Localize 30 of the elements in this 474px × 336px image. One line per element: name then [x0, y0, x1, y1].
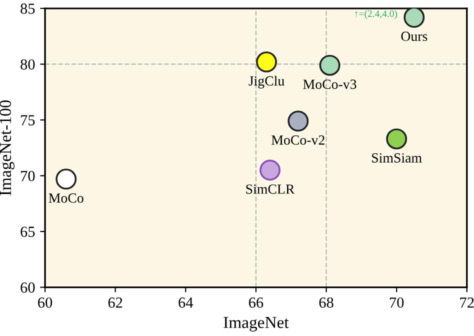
point — [260, 160, 280, 181]
point — [56, 168, 77, 190]
series-label: Ours — [401, 32, 428, 41]
y-tick-label: 65 — [20, 226, 35, 237]
x-tick-label: 66 — [248, 297, 264, 308]
y-tick-label: 80 — [20, 59, 35, 70]
series-label: MoCo — [48, 193, 84, 203]
x-tick-label: 72 — [460, 297, 474, 308]
point — [256, 51, 277, 72]
y-tick-label: 85 — [20, 4, 35, 14]
y-tick-label: 60 — [20, 282, 35, 293]
point — [319, 54, 340, 76]
x-tick-label: 68 — [319, 297, 334, 308]
point — [404, 8, 425, 28]
x-axis-title: ImageNet — [224, 317, 289, 332]
y-tick-label: 70 — [21, 170, 35, 182]
x-tick-label: 70 — [390, 297, 404, 308]
y-axis-title: ImageNet-100 — [0, 100, 14, 196]
annotation: ↑=(2.4,4.0) — [355, 10, 398, 19]
y-tick-label: 75 — [21, 115, 35, 126]
series-label: JigClu — [248, 76, 284, 88]
point — [288, 110, 309, 132]
series-label: MoCo-v2 — [272, 135, 324, 145]
series-label: MoCo-v3 — [303, 80, 356, 89]
x-tick-label: 60 — [38, 297, 52, 308]
x-tick-label: 62 — [108, 297, 122, 308]
series-label: SimSiam — [372, 153, 422, 163]
series-label: SimCLR — [246, 184, 295, 194]
point — [386, 128, 408, 150]
x-tick-label: 64 — [178, 297, 194, 308]
